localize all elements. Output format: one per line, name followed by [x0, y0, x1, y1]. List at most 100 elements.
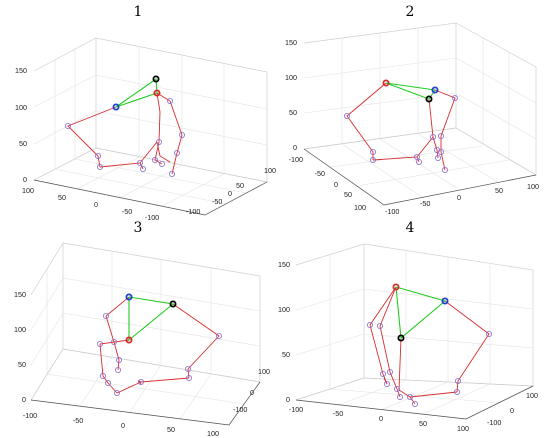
- y-tick: 100: [264, 166, 276, 175]
- z-tick: 0: [286, 395, 290, 404]
- x-axis-ticks: -100 -50 0 50 100: [289, 155, 366, 212]
- skeleton: [97, 293, 222, 396]
- joint-marker: [396, 393, 403, 400]
- y-axis-ticks: 100 0 -100: [487, 391, 538, 427]
- joint-marker: [139, 165, 146, 172]
- joint-marker: [155, 138, 162, 145]
- joint-marker: [173, 149, 180, 156]
- joint-marker: [114, 389, 121, 396]
- x-axis-ticks: -100 -50 0 50 100: [289, 405, 469, 433]
- z-tick: 150: [278, 260, 290, 269]
- z-tick: 50: [282, 350, 290, 359]
- skeleton: [343, 79, 458, 173]
- x-tick: 0: [94, 200, 98, 209]
- joint-marker: [215, 332, 222, 339]
- joint-marker: [454, 377, 461, 384]
- x-tick: -50: [122, 207, 132, 216]
- x-tick: 100: [457, 424, 469, 433]
- joint-marker: [429, 133, 436, 140]
- y-tick: 100: [526, 391, 538, 400]
- x-tick: -50: [73, 416, 83, 425]
- x-axis-ticks: -100 -50 0 50 100: [23, 411, 219, 438]
- y-tick: 0: [457, 193, 461, 202]
- joint-marker: [441, 166, 448, 173]
- x-tick: -100: [23, 411, 37, 420]
- joint-marker: [413, 153, 420, 160]
- panel-title: 4: [406, 220, 415, 236]
- z-tick: 150: [285, 38, 297, 47]
- y-tick: 0: [250, 388, 254, 397]
- joint-marker: [437, 132, 444, 139]
- joint-marker: [393, 385, 400, 392]
- x-tick: 100: [354, 203, 366, 212]
- joint-marker: [97, 163, 104, 170]
- joint-marker: [100, 372, 107, 379]
- black-marker: [152, 75, 160, 83]
- joint-marker: [415, 158, 422, 165]
- x-tick: -100: [145, 213, 159, 222]
- skeleton: [366, 283, 492, 407]
- joint-marker: [103, 312, 110, 319]
- z-tick: 100: [14, 325, 26, 334]
- blue-marker: [441, 297, 449, 305]
- z-tick: 50: [19, 139, 27, 148]
- joint-marker: [137, 378, 144, 385]
- panel-1: 1 150 100 50 0: [15, 4, 276, 222]
- z-axis-ticks: 150 100 50 0: [285, 38, 297, 152]
- black-marker: [397, 334, 405, 342]
- red-marker: [382, 79, 390, 87]
- blue-marker: [112, 103, 120, 111]
- y-tick: 50: [236, 181, 244, 190]
- y-tick: -50: [420, 199, 430, 208]
- joint-marker: [369, 156, 376, 163]
- joint-marker: [437, 148, 444, 155]
- panel-title: 2: [406, 4, 415, 20]
- black-marker: [169, 300, 177, 308]
- joint-marker: [184, 365, 191, 372]
- z-axis-ticks: 150 100 50 0: [15, 66, 27, 184]
- y-axis-ticks: 100 0 -100: [233, 367, 270, 414]
- x-tick: -100: [289, 405, 303, 414]
- x-tick: 0: [334, 180, 338, 189]
- y-tick: -100: [385, 207, 399, 216]
- axes-box: [303, 22, 537, 206]
- z-tick: 100: [15, 103, 27, 112]
- x-tick: 50: [58, 193, 66, 202]
- z-tick: 150: [15, 66, 27, 75]
- y-tick: -100: [233, 405, 247, 414]
- joint-marker: [386, 368, 393, 375]
- red-marker: [392, 283, 400, 291]
- panel-title: 1: [134, 4, 143, 20]
- z-tick: 150: [14, 290, 26, 299]
- joint-marker: [97, 340, 104, 347]
- x-tick: 50: [167, 425, 175, 434]
- blue-marker: [431, 86, 439, 94]
- joint-marker: [453, 388, 460, 395]
- z-tick: 0: [22, 395, 26, 404]
- red-marker: [153, 89, 161, 97]
- y-tick: 100: [258, 367, 270, 376]
- axes-box: [295, 243, 534, 420]
- joint-marker: [158, 160, 165, 167]
- skeleton: [65, 75, 185, 177]
- y-axis-ticks: 100 50 0 -50 -100: [186, 166, 276, 216]
- y-tick: -100: [487, 418, 501, 427]
- joint-marker: [376, 322, 383, 329]
- z-tick: 100: [278, 305, 290, 314]
- joint-marker: [166, 98, 173, 105]
- z-axis-ticks: 150 100 50 0: [14, 290, 26, 404]
- x-tick: -100: [289, 155, 303, 164]
- z-tick: 0: [293, 143, 297, 152]
- y-tick: -50: [212, 197, 222, 206]
- x-axis-ticks: 100 50 0 -50 -100: [22, 186, 159, 222]
- joint-marker: [343, 113, 350, 120]
- joint-marker: [65, 123, 72, 130]
- z-tick: 100: [285, 73, 297, 82]
- z-tick: 50: [18, 360, 26, 369]
- red-marker: [125, 336, 133, 344]
- joint-marker: [168, 170, 175, 177]
- panel-2: 2 150 100 50 0 -100: [285, 4, 539, 216]
- x-tick: 50: [419, 419, 427, 428]
- joint-marker: [115, 366, 122, 373]
